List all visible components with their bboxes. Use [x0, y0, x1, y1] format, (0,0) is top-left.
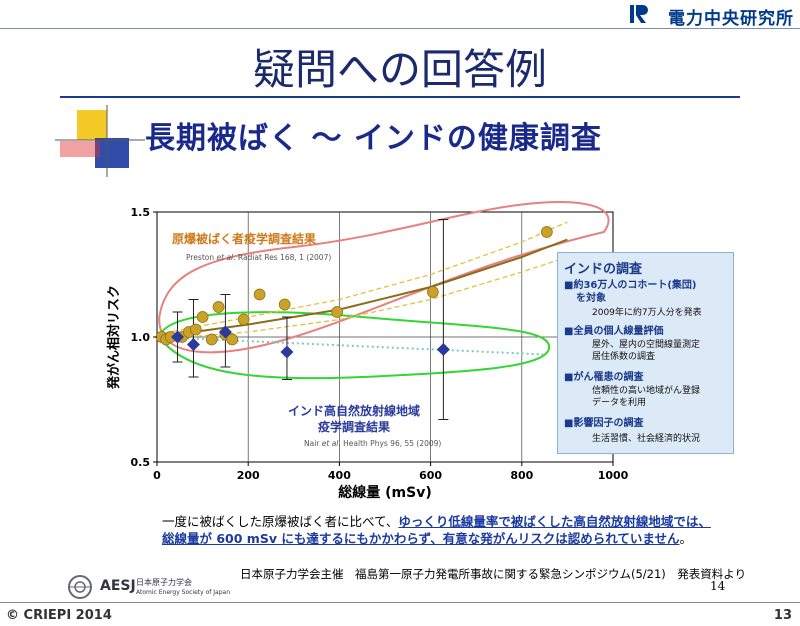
x-tick-label: 600	[419, 469, 442, 482]
caption-emphasis: ゆっくり低線量率で被ばくした高自然放射線地域では、総線量が 600 mSv にも…	[162, 514, 711, 546]
india-label-line1: インド高自然放射線地域	[288, 403, 420, 418]
info-box-title: インドの調査	[564, 262, 643, 277]
india-point	[280, 345, 294, 359]
abomb-point	[427, 286, 439, 298]
slide-caption: 一度に被ばくした原爆被ばく者に比べて、ゆっくり低線量率で被ばくした高自然放射線地…	[162, 513, 722, 547]
organization-name: 電力中央研究所	[668, 9, 794, 29]
x-tick-label: 400	[328, 469, 351, 482]
info-sub-cohort: 2009年に約7万人分を発表	[592, 308, 702, 318]
india-point	[171, 330, 185, 344]
abomb-fit-line	[156, 238, 568, 338]
abomb-point	[212, 301, 225, 313]
abomb-point	[253, 288, 266, 301]
abomb-point	[189, 323, 202, 336]
original-page-number: 14	[710, 579, 726, 593]
aesj-jp-name: 日本原子力学会	[136, 578, 192, 587]
info-item-cancer: ■がん罹患の調査	[564, 372, 644, 383]
slide-subtitle: 長期被ばく ～ インドの健康調査	[145, 121, 602, 156]
abomb-point	[278, 298, 291, 311]
abomb-fit-lower-ci	[156, 256, 568, 341]
criepi-logo-icon	[630, 5, 648, 23]
india-study-info-box: インドの調査 ■約36万人のコホート(集団) を対象 2009年に約7万人分を発…	[557, 252, 734, 454]
info-item-cohort: ■約36万人のコホート(集団)	[564, 280, 697, 291]
info-sub-dose-2: 居住係数の調査	[592, 352, 656, 362]
copyright: © CRIEPI 2014	[6, 608, 112, 623]
india-outline	[158, 311, 551, 380]
abomb-point	[331, 306, 343, 318]
x-tick-label: 1000	[598, 469, 629, 482]
info-sub-factors: 生活習慣、社会経済的状況	[592, 434, 701, 444]
highlight-outlines	[158, 201, 610, 380]
abomb-point	[196, 311, 209, 323]
abomb-citation: Preston et al. Radiat Res 168, 1 (2007)	[186, 253, 331, 262]
abomb-outline	[158, 201, 610, 354]
info-sub-cancer-1: 信頼性の高い地域がん登録	[592, 386, 701, 396]
header-divider	[0, 28, 800, 29]
aesj-en-name: Atomic Energy Society of Japan	[136, 589, 231, 596]
india-citation: Nair et al. Health Phys 96, 55 (2009)	[304, 439, 441, 448]
india-label-line2: 疫学調査結果	[318, 419, 390, 434]
abomb-point	[205, 333, 218, 346]
y-tick-label: 1.0	[131, 331, 151, 344]
info-sub-dose-1: 屋外、屋内の空間線量測定	[592, 340, 701, 350]
caption-part-3: 。	[679, 531, 692, 546]
axis-ticks: 0 200 400 600 800 1000 0.5 1.0 1.5	[131, 206, 629, 482]
aesj-subname: 日本原子力学会 Atomic Energy Society of Japan	[136, 578, 230, 598]
title-underline	[60, 96, 740, 98]
abomb-label: 原爆被ばく者疫学調査結果	[172, 231, 316, 246]
abomb-fit-upper-ci	[156, 221, 568, 336]
abomb-point	[226, 333, 239, 346]
x-tick-label: 0	[153, 469, 161, 482]
data-points	[155, 226, 553, 359]
info-item-dose: ■全員の個人線量評価	[564, 326, 664, 337]
y-tick-label: 0.5	[131, 456, 151, 469]
relative-risk-chart: 0 200 400 600 800 1000 0.5 1.0 1.5 総線量 (mSv) 発がん…	[106, 201, 629, 501]
page-number: 13	[773, 608, 792, 623]
error-bars	[172, 219, 449, 420]
aesj-logo-icon	[68, 575, 92, 599]
decorative-squares	[55, 105, 145, 177]
india-point	[218, 325, 232, 339]
info-item-factors: ■影響因子の調査	[564, 418, 644, 429]
source-note: 日本原子力学会主催 福島第一原子力発電所事故に関する緊急シンポジウム(5/21)…	[240, 567, 747, 581]
abomb-point	[237, 313, 250, 326]
y-axis-label: 発がん相対リスク	[106, 285, 122, 390]
footer-divider	[0, 602, 800, 603]
info-item-cohort-cont: を対象	[576, 293, 606, 304]
x-tick-label: 200	[237, 469, 260, 482]
abomb-point	[541, 226, 553, 238]
slide-title: 疑問への回答例	[252, 45, 547, 94]
y-tick-label: 1.5	[131, 206, 151, 219]
india-point	[186, 338, 200, 351]
india-point	[436, 343, 450, 356]
fit-lines	[156, 221, 568, 356]
x-tick-label: 800	[510, 469, 533, 482]
x-axis-label: 総線量 (mSv)	[338, 484, 431, 501]
info-sub-cancer-2: データを利用	[592, 398, 647, 408]
aesj-name: AESJ	[100, 578, 136, 594]
caption-part-1: 一度に被ばくした原爆被ばく者に比べて、	[162, 514, 399, 529]
